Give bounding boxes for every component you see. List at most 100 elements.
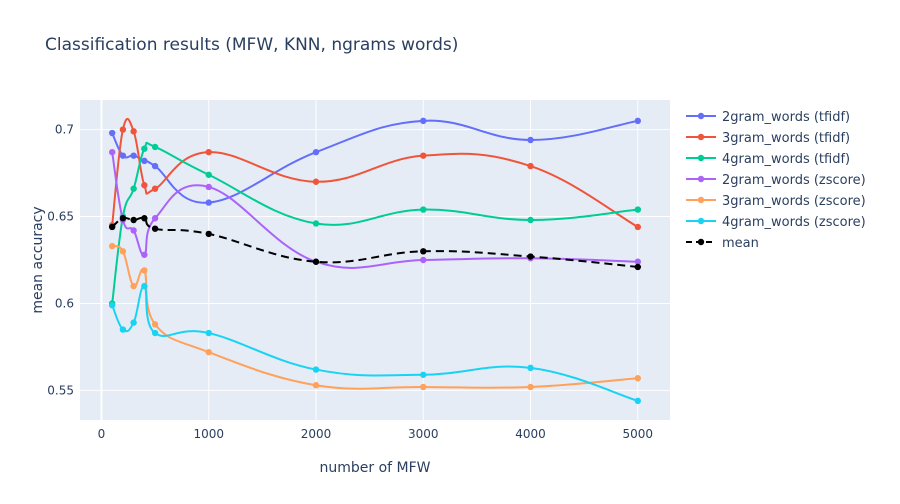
data-point	[527, 364, 534, 372]
x-axis-title: number of MFW	[319, 460, 430, 476]
series-5	[108, 282, 642, 405]
data-point	[130, 216, 137, 224]
data-point	[141, 251, 148, 258]
data-point	[312, 178, 320, 185]
data-point	[634, 258, 642, 265]
legend-swatch-marker	[697, 133, 705, 141]
data-point	[151, 185, 159, 192]
data-point	[205, 199, 212, 206]
legend-swatch-marker	[697, 175, 705, 183]
data-point	[527, 253, 534, 260]
data-point	[141, 267, 148, 274]
data-point	[420, 152, 427, 159]
legend-label: 3gram_words (zscore)	[722, 194, 866, 209]
tick-layer: 0 1000 2000 3000 4000 5000 0.55 0.6 0.65 0.7	[47, 123, 653, 441]
data-point	[130, 185, 137, 192]
legend-swatch-marker	[697, 196, 705, 204]
data-point	[130, 152, 137, 159]
legend-label: 4gram_words (tfidf)	[722, 152, 850, 167]
data-point	[151, 321, 159, 328]
data-point	[312, 148, 320, 156]
data-point	[527, 216, 534, 224]
data-point	[527, 136, 534, 144]
data-point	[420, 117, 427, 125]
data-point	[141, 145, 148, 152]
series-4	[108, 242, 642, 391]
data-point	[151, 225, 159, 232]
data-point	[119, 152, 127, 159]
legend-swatch-marker	[697, 217, 705, 225]
data-point	[141, 182, 148, 189]
x-tick-label: 1000	[193, 427, 224, 441]
data-point	[119, 326, 127, 333]
legend-item[interactable]: 3gram_words (tfidf)	[686, 131, 850, 146]
data-point	[420, 256, 427, 264]
series-1	[108, 117, 642, 231]
legend-label: 2gram_words (tfidf)	[722, 110, 850, 125]
data-point	[634, 206, 642, 213]
data-point	[634, 223, 642, 231]
x-tick-label: 5000	[623, 427, 654, 441]
data-point	[130, 282, 137, 290]
legend-label: 2gram_words (zscore)	[722, 173, 866, 188]
y-axis-title: mean accuracy	[30, 206, 46, 313]
data-point	[634, 375, 642, 382]
data-point	[527, 383, 534, 391]
y-tick-label: 0.65	[47, 210, 74, 224]
data-point	[130, 227, 137, 234]
data-point	[119, 215, 127, 222]
data-point	[312, 382, 320, 389]
data-point	[141, 215, 148, 222]
data-point	[527, 162, 534, 170]
data-point	[108, 302, 116, 309]
x-tick-label: 3000	[408, 427, 439, 441]
y-tick-label: 0.6	[55, 296, 74, 310]
legend-item[interactable]: 3gram_words (zscore)	[686, 194, 866, 209]
legend-item[interactable]: mean	[686, 236, 759, 251]
data-point	[205, 230, 212, 238]
data-point	[141, 157, 148, 165]
data-point	[130, 319, 137, 326]
data-point	[108, 223, 116, 231]
data-point	[151, 329, 159, 337]
data-point	[119, 126, 127, 133]
data-point	[205, 171, 212, 178]
series-6	[108, 215, 642, 271]
x-tick-label: 2000	[301, 427, 332, 441]
data-point	[205, 329, 212, 337]
legend-label: 4gram_words (zscore)	[722, 215, 866, 230]
legend-item[interactable]: 4gram_words (tfidf)	[686, 152, 850, 167]
legend-item[interactable]: 4gram_words (zscore)	[686, 215, 866, 230]
y-tick-label: 0.7	[55, 123, 74, 137]
data-point	[205, 148, 212, 156]
data-point	[312, 220, 320, 227]
legend-swatch-marker	[697, 154, 705, 162]
data-point	[420, 206, 427, 213]
data-point	[119, 248, 127, 255]
series-layer	[108, 117, 642, 405]
data-point	[151, 215, 159, 222]
y-tick-label: 0.55	[47, 383, 74, 397]
legend-item[interactable]: 2gram_words (tfidf)	[686, 110, 850, 125]
series-0	[108, 117, 642, 206]
data-point	[420, 248, 427, 255]
data-point	[634, 263, 642, 271]
x-tick-label: 0	[98, 427, 106, 441]
series-3	[108, 148, 642, 269]
legend-label: 3gram_words (tfidf)	[722, 131, 850, 146]
chart-title: Classification results (MFW, KNN, ngrams…	[45, 35, 458, 55]
data-point	[312, 258, 320, 265]
x-tick-label: 4000	[515, 427, 546, 441]
legend-item[interactable]: 2gram_words (zscore)	[686, 173, 866, 188]
data-point	[205, 183, 212, 191]
data-point	[420, 371, 427, 378]
data-point	[151, 162, 159, 170]
legend-label: mean	[722, 236, 759, 251]
data-point	[634, 397, 642, 405]
data-point	[130, 128, 137, 135]
data-point	[108, 242, 116, 250]
legend-swatch-marker	[697, 112, 705, 120]
data-point	[420, 383, 427, 391]
data-point	[108, 129, 116, 137]
